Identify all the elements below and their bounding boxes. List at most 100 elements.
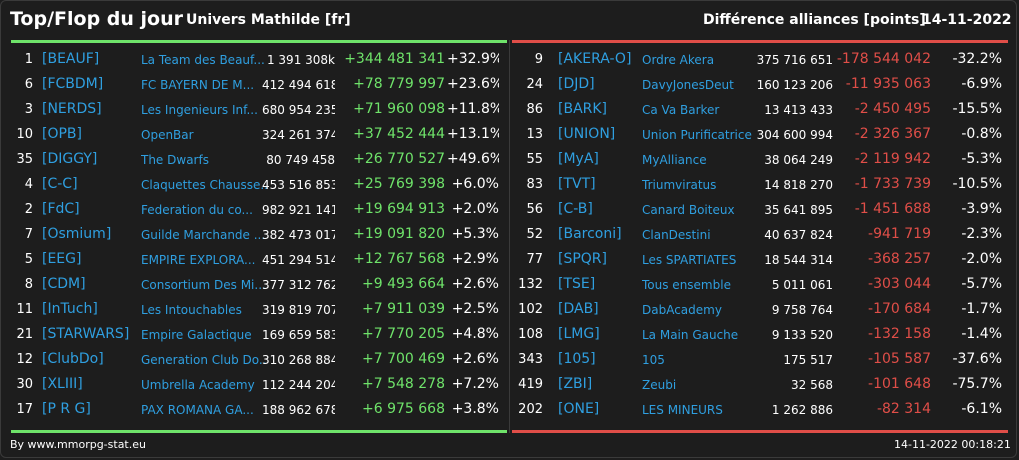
points-difference: -368 257	[868, 251, 931, 267]
alliance-points: 377 312 762	[262, 278, 335, 292]
alliance-points: 451 294 514	[262, 253, 335, 267]
alliance-tag-link[interactable]: [EEG]	[42, 251, 82, 267]
alliance-tag-link[interactable]: [BEAUF]	[42, 51, 100, 67]
alliance-points: 80 749 458	[266, 153, 335, 167]
alliance-rank: 52	[526, 227, 543, 242]
alliance-name-link[interactable]: EMPIRE EXPLORA...	[141, 253, 256, 267]
alliance-name-link[interactable]: Guilde Marchande ...	[141, 228, 266, 242]
alliance-name-link[interactable]: DavyJonesDeut	[642, 78, 734, 92]
alliance-name-link[interactable]: Consortium Des Mi...	[141, 278, 266, 292]
alliance-name-link[interactable]: Federation du co...	[141, 203, 253, 217]
alliance-tag-link[interactable]: [NERDS]	[42, 101, 102, 117]
alliance-name-link[interactable]: PAX ROMANA GA...	[141, 403, 254, 417]
alliance-name-link[interactable]: DabAcademy	[642, 303, 722, 317]
alliance-points: 9 758 764	[771, 303, 833, 317]
percent-change: +5.3%	[451, 226, 499, 242]
alliance-tag-link[interactable]: [BARK]	[558, 101, 608, 117]
alliance-name-link[interactable]: Ca Va Barker	[642, 103, 720, 117]
alliance-points: 38 064 249	[764, 153, 833, 167]
alliance-tag-link[interactable]: [TVT]	[558, 176, 596, 192]
alliance-tag-link[interactable]: [C-B]	[558, 201, 593, 217]
alliance-rank: 4	[24, 177, 33, 192]
alliance-name-link[interactable]: Les SPARTIATES	[642, 253, 737, 267]
alliance-tag-link[interactable]: [AKERA-O]	[558, 51, 632, 67]
alliance-points: 375 716 651	[756, 53, 833, 67]
percent-change: +2.0%	[451, 201, 499, 217]
alliance-name-link[interactable]: Zeubi	[642, 378, 677, 392]
header: Top/Flop du jour Univers Mathilde [fr] D…	[0, 0, 1019, 40]
alliance-tag-link[interactable]: [ONE]	[558, 401, 600, 417]
alliance-tag-link[interactable]: [DIGGY]	[42, 151, 98, 167]
alliance-name-link[interactable]: OpenBar	[141, 128, 194, 142]
alliance-points: 1 262 886	[771, 403, 833, 417]
alliance-tag-link[interactable]: [MyA]	[558, 151, 599, 167]
alliance-points: 319 819 707	[262, 303, 335, 317]
alliance-points: 18 544 314	[764, 253, 833, 267]
points-difference: -178 544 042	[836, 51, 931, 67]
top-alliance-row: 8 [CDM] Consortium Des Mi... 377 312 762 +9 …	[11, 272, 509, 297]
percent-change: +11.8%	[447, 101, 499, 117]
alliance-name-link[interactable]: FC BAYERN DE M...	[141, 78, 255, 92]
percent-change: +4.8%	[451, 326, 499, 342]
alliance-tag-link[interactable]: [STARWARS]	[42, 326, 130, 342]
alliance-name-link[interactable]: Triumviratus	[642, 178, 717, 192]
alliance-name-link[interactable]: Tous ensemble	[642, 278, 731, 292]
alliance-tag-link[interactable]: [XLIII]	[42, 376, 83, 392]
alliance-name-link[interactable]: MyAlliance	[642, 153, 707, 167]
alliance-points: 324 261 374	[262, 128, 335, 142]
points-difference: +37 452 444	[353, 126, 445, 142]
alliance-tag-link[interactable]: [TSE]	[558, 276, 596, 292]
alliance-tag-link[interactable]: [P R G]	[42, 401, 91, 417]
alliance-tag-link[interactable]: [FdC]	[42, 201, 80, 217]
alliance-tag-link[interactable]: [C-C]	[42, 176, 78, 192]
alliance-name-link[interactable]: La Team des Beauf...	[141, 53, 265, 67]
alliance-tag-link[interactable]: [Barconi]	[558, 226, 622, 242]
alliance-tag-link[interactable]: [SPQR]	[558, 251, 607, 267]
alliance-name-link[interactable]: ClanDestini	[642, 228, 711, 242]
top-panel: 1 [BEAUF] La Team des Beauf... 1 391 308k +3…	[11, 47, 509, 422]
alliance-tag-link[interactable]: [Osmium]	[42, 226, 112, 242]
alliance-points: 169 659 583	[262, 328, 335, 342]
points-difference: -941 719	[868, 226, 931, 242]
alliance-tag-link[interactable]: [FCBDM]	[42, 76, 104, 92]
alliance-tag-link[interactable]: [ClubDo]	[42, 351, 104, 367]
alliance-points: 32 568	[791, 378, 833, 392]
alliance-name-link[interactable]: 105	[642, 353, 665, 367]
percent-change: +2.6%	[451, 351, 499, 367]
alliance-points: 40 637 824	[764, 228, 833, 242]
alliance-name-link[interactable]: Canard Boiteux	[642, 203, 735, 217]
alliance-name-link[interactable]: The Dwarfs	[141, 153, 209, 167]
alliance-tag-link[interactable]: [LMG]	[558, 326, 600, 342]
alliance-tag-link[interactable]: [OPB]	[42, 126, 82, 142]
alliance-tag-link[interactable]: [UNION]	[558, 126, 616, 142]
alliance-tag-link[interactable]: [InTuch]	[42, 301, 98, 317]
alliance-rank: 56	[526, 202, 543, 217]
alliance-tag-link[interactable]: [CDM]	[42, 276, 86, 292]
alliance-tag-link[interactable]: [105]	[558, 351, 596, 367]
top-alliance-row: 7 [Osmium] Guilde Marchande ... 382 473 017…	[11, 222, 509, 247]
alliance-rank: 202	[518, 402, 543, 417]
alliance-name-link[interactable]: Les Intouchables	[141, 303, 242, 317]
flop-alliance-row: 343 [105] 105 175 517 -105 587 -37.6%	[512, 347, 1010, 372]
alliance-points: 412 494 618	[262, 78, 335, 92]
alliance-points: 5 011 061	[771, 278, 833, 292]
top-alliance-row: 21 [STARWARS] Empire Galactique 169 659 583…	[11, 322, 509, 347]
points-difference: -101 648	[868, 376, 931, 392]
alliance-tag-link[interactable]: [ZBI]	[558, 376, 593, 392]
alliance-points: 382 473 017	[262, 228, 335, 242]
alliance-points: 680 954 235	[262, 103, 335, 117]
alliance-name-link[interactable]: Union Purificatrice	[642, 128, 752, 142]
alliance-tag-link[interactable]: [DJD]	[558, 76, 595, 92]
alliance-name-link[interactable]: La Main Gauche	[642, 328, 739, 342]
alliance-name-link[interactable]: Ordre Akera	[642, 53, 715, 67]
alliance-tag-link[interactable]: [DAB]	[558, 301, 599, 317]
alliance-name-link[interactable]: Generation Club Do...	[141, 353, 267, 367]
points-difference: +7 548 278	[362, 376, 445, 392]
alliance-name-link[interactable]: Umbrella Academy	[141, 378, 255, 392]
alliance-name-link[interactable]: Empire Galactique	[141, 328, 252, 342]
alliance-name-link[interactable]: Claquettes Chausse...	[141, 178, 267, 192]
top-alliance-row: 3 [NERDS] Les Ingenieurs Inf... 680 954 235…	[11, 97, 509, 122]
top-alliance-row: 1 [BEAUF] La Team des Beauf... 1 391 308k +3…	[11, 47, 509, 72]
alliance-name-link[interactable]: LES MINEURS	[642, 403, 723, 417]
alliance-name-link[interactable]: Les Ingenieurs Inf...	[141, 103, 258, 117]
